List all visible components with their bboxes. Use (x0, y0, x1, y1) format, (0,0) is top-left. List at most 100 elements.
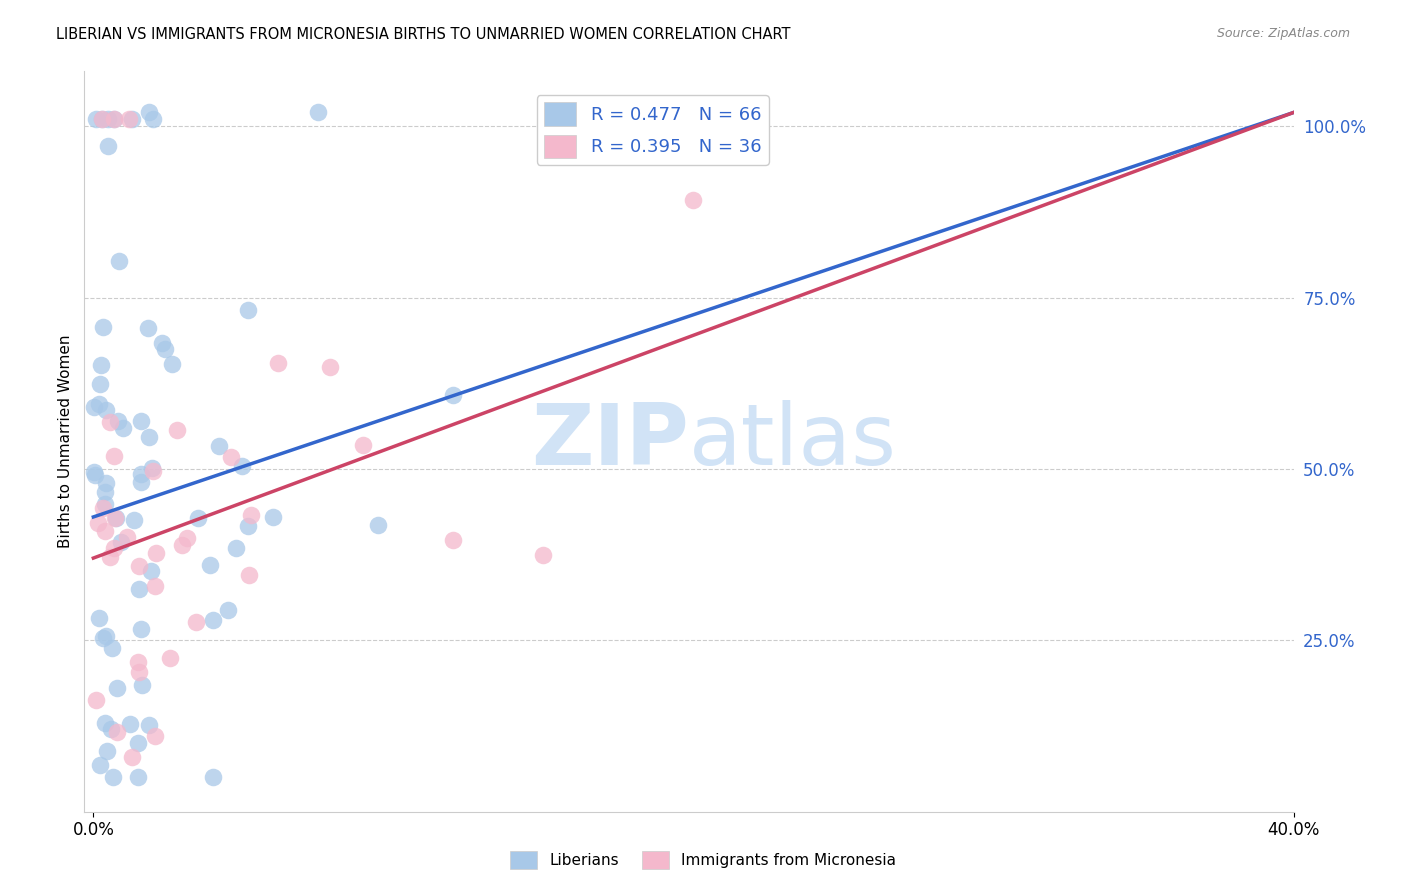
Point (105, 725, 128, 739)
Legend: R = 0.477   N = 66, R = 0.395   N = 36: R = 0.477 N = 66, R = 0.395 N = 36 (537, 95, 769, 165)
Point (96, 744, 118, 758)
Point (94, 403, 117, 417)
Point (96, 475, 118, 490)
Point (104, 511, 127, 525)
Point (89, 377, 111, 392)
Point (198, 558, 221, 572)
Text: LIBERIAN VS IMMIGRANTS FROM MICRONESIA BIRTHS TO UNMARRIED WOMEN CORRELATION CHA: LIBERIAN VS IMMIGRANTS FROM MICRONESIA B… (56, 27, 790, 42)
Point (166, 423, 188, 437)
Point (131, 678, 153, 692)
Point (367, 518, 389, 533)
Point (138, 321, 160, 335)
Point (131, 414, 153, 428)
Y-axis label: Births to Unmarried Women: Births to Unmarried Women (58, 334, 73, 549)
Point (238, 568, 260, 582)
Point (101, 640, 124, 655)
Point (441, 388, 464, 402)
Point (103, 112, 125, 127)
Point (91, 319, 114, 334)
Point (84, 692, 107, 706)
Point (118, 112, 141, 127)
Point (94, 497, 117, 511)
Point (240, 508, 263, 523)
Point (86, 516, 108, 530)
Point (319, 359, 342, 374)
Point (84, 467, 107, 482)
Point (533, 548, 555, 562)
Point (104, 511, 127, 525)
Point (172, 538, 194, 552)
Point (110, 534, 132, 549)
Point (97, 139, 120, 153)
Text: atlas: atlas (689, 400, 897, 483)
Point (90, 359, 112, 373)
Point (131, 475, 153, 489)
Point (91, 112, 114, 127)
Point (352, 438, 374, 452)
Point (307, 105, 329, 120)
Point (186, 615, 208, 630)
Point (238, 518, 260, 533)
Point (142, 464, 165, 478)
Point (89, 611, 111, 625)
Point (441, 533, 464, 547)
Point (97, 112, 120, 127)
Point (121, 112, 143, 127)
Point (100, 723, 122, 737)
Point (101, 771, 124, 785)
Point (91, 112, 114, 127)
Point (91, 631, 114, 645)
Point (118, 717, 141, 731)
Point (86, 112, 108, 127)
Text: ZIP: ZIP (531, 400, 689, 483)
Point (127, 655, 149, 669)
Point (98, 550, 121, 565)
Point (236, 303, 259, 318)
Point (208, 439, 231, 453)
Point (127, 736, 149, 750)
Point (142, 112, 165, 127)
Point (128, 559, 150, 574)
Point (91, 500, 114, 515)
Point (141, 564, 163, 578)
Point (128, 665, 150, 679)
Point (187, 511, 209, 525)
Point (138, 717, 160, 731)
Point (87, 397, 110, 411)
Point (219, 450, 242, 464)
Point (231, 459, 253, 474)
Point (176, 531, 198, 545)
Point (121, 750, 143, 764)
Point (127, 771, 149, 785)
Point (225, 541, 247, 555)
Point (94, 715, 117, 730)
Point (150, 335, 173, 350)
Point (141, 461, 163, 475)
Point (89, 757, 111, 772)
Point (145, 729, 167, 743)
Point (103, 112, 125, 127)
Point (160, 357, 183, 371)
Point (217, 602, 239, 616)
Point (96, 630, 118, 644)
Point (124, 513, 146, 527)
Point (143, 579, 166, 593)
Point (105, 681, 128, 696)
Point (159, 650, 181, 665)
Point (115, 530, 138, 544)
Point (107, 254, 129, 268)
Point (128, 582, 150, 596)
Point (202, 613, 225, 627)
Point (107, 414, 129, 428)
Point (83, 400, 105, 414)
Text: Source: ZipAtlas.com: Source: ZipAtlas.com (1216, 27, 1350, 40)
Point (103, 449, 125, 463)
Point (145, 546, 167, 560)
Point (94, 524, 117, 538)
Point (138, 430, 160, 444)
Legend: Liberians, Immigrants from Micronesia: Liberians, Immigrants from Micronesia (503, 845, 903, 875)
Point (131, 467, 153, 482)
Point (202, 771, 225, 785)
Point (98, 415, 121, 429)
Point (103, 541, 125, 556)
